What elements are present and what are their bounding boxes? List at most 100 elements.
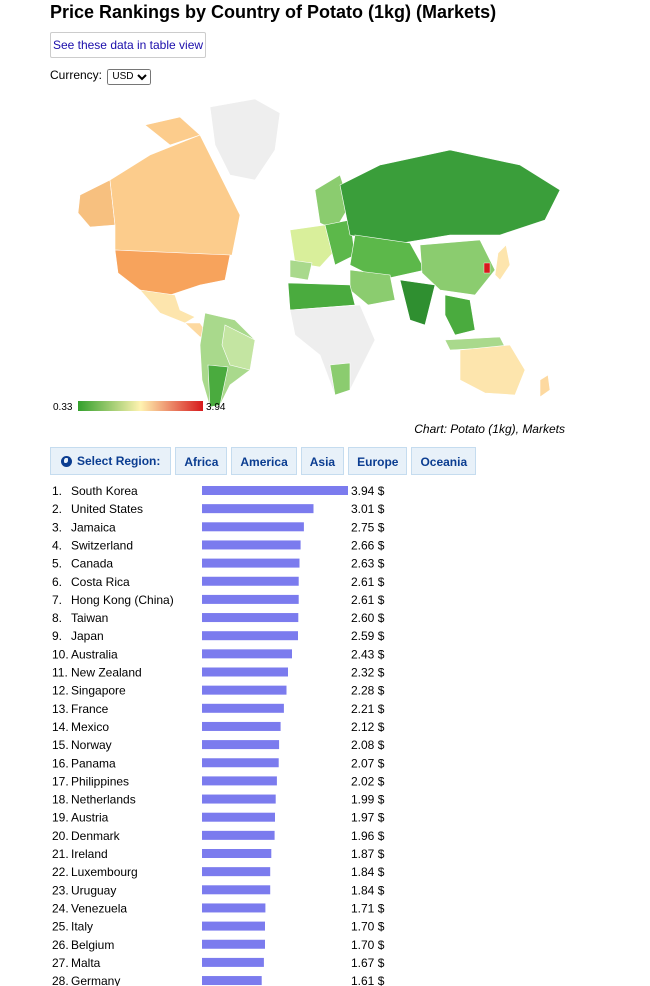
value-label: 2.66 $ bbox=[351, 538, 385, 552]
map-japan[interactable] bbox=[494, 244, 511, 281]
region-oceania-button[interactable]: Oceania bbox=[411, 447, 477, 475]
map-brazil[interactable] bbox=[221, 324, 256, 371]
rank-number: 5. bbox=[52, 557, 62, 571]
map-argentina[interactable] bbox=[207, 364, 229, 408]
value-bar[interactable] bbox=[202, 740, 280, 750]
value-bar[interactable] bbox=[202, 667, 288, 677]
map-middle-east[interactable] bbox=[349, 269, 396, 306]
value-label: 1.71 $ bbox=[351, 901, 385, 915]
country-label: Luxembourg bbox=[71, 865, 138, 879]
select-region-text: Select Region: bbox=[77, 454, 161, 468]
value-label: 1.84 $ bbox=[351, 865, 385, 879]
value-bar[interactable] bbox=[202, 849, 272, 858]
country-label: Venezuela bbox=[71, 901, 127, 915]
value-bar[interactable] bbox=[202, 957, 264, 967]
value-bar[interactable] bbox=[202, 921, 265, 931]
region-asia-button[interactable]: Asia bbox=[300, 447, 345, 475]
value-bar[interactable] bbox=[202, 613, 299, 623]
country-label: Switzerland bbox=[71, 538, 133, 552]
table-view-button[interactable]: See these data in table view bbox=[50, 32, 206, 58]
value-bar[interactable] bbox=[202, 721, 281, 731]
map-china[interactable] bbox=[419, 239, 496, 296]
map-usa[interactable] bbox=[114, 249, 231, 296]
value-label: 2.59 $ bbox=[351, 629, 385, 643]
value-bar[interactable] bbox=[202, 830, 275, 840]
region-europe-button[interactable]: Europe bbox=[348, 447, 408, 475]
map-iberia[interactable] bbox=[289, 259, 313, 281]
country-label: Japan bbox=[71, 629, 104, 643]
country-label: Panama bbox=[71, 756, 116, 770]
value-bar[interactable] bbox=[202, 540, 301, 550]
world-map[interactable]: 0.33 3.94 bbox=[50, 95, 570, 415]
value-bar[interactable] bbox=[202, 903, 266, 913]
value-label: 2.12 $ bbox=[351, 720, 385, 734]
rank-number: 4. bbox=[52, 538, 62, 552]
value-bar[interactable] bbox=[202, 812, 275, 822]
map-russia[interactable] bbox=[339, 149, 561, 246]
region-africa-button[interactable]: Africa bbox=[175, 447, 228, 475]
currency-select[interactable]: USD bbox=[107, 68, 152, 85]
map-southeast-asia[interactable] bbox=[444, 294, 476, 336]
region-america-button[interactable]: America bbox=[231, 447, 297, 475]
map-canada-north[interactable] bbox=[144, 116, 201, 146]
globe-icon bbox=[61, 455, 72, 467]
country-label: Philippines bbox=[71, 774, 129, 788]
value-label: 2.21 $ bbox=[351, 702, 385, 716]
value-label: 2.28 $ bbox=[351, 684, 385, 698]
legend-min: 0.33 bbox=[53, 402, 73, 413]
value-bar[interactable] bbox=[202, 794, 276, 804]
value-bar[interactable] bbox=[202, 867, 271, 877]
country-label: New Zealand bbox=[71, 666, 142, 680]
value-bar[interactable] bbox=[202, 522, 304, 532]
value-bar[interactable] bbox=[202, 486, 348, 495]
rank-number: 21. bbox=[52, 847, 69, 861]
value-label: 2.43 $ bbox=[351, 647, 385, 661]
rank-number: 25. bbox=[52, 920, 69, 934]
value-bar[interactable] bbox=[202, 685, 287, 695]
value-label: 2.08 $ bbox=[351, 738, 385, 752]
value-bar[interactable] bbox=[202, 758, 279, 768]
value-bar[interactable] bbox=[202, 504, 314, 514]
country-label: Mexico bbox=[71, 720, 109, 734]
rank-number: 9. bbox=[52, 629, 62, 643]
value-bar[interactable] bbox=[202, 703, 284, 713]
value-bar[interactable] bbox=[202, 649, 292, 659]
map-alaska[interactable] bbox=[77, 179, 116, 228]
country-label: Denmark bbox=[71, 829, 121, 843]
country-label: Norway bbox=[71, 738, 112, 752]
map-southern-africa[interactable] bbox=[329, 362, 351, 396]
value-bar[interactable] bbox=[202, 776, 277, 786]
map-central-asia[interactable] bbox=[349, 234, 426, 281]
country-label: Australia bbox=[71, 647, 118, 661]
country-label: France bbox=[71, 702, 109, 716]
map-india[interactable] bbox=[399, 279, 436, 326]
value-label: 2.63 $ bbox=[351, 557, 385, 571]
rank-number: 20. bbox=[52, 829, 69, 843]
value-bar[interactable] bbox=[202, 939, 265, 949]
rank-number: 2. bbox=[52, 502, 62, 516]
value-bar[interactable] bbox=[202, 885, 271, 895]
value-label: 2.61 $ bbox=[351, 575, 385, 589]
value-bar[interactable] bbox=[202, 631, 298, 641]
country-label: Belgium bbox=[71, 938, 114, 952]
select-region-label: Select Region: bbox=[50, 447, 172, 475]
map-mexico[interactable] bbox=[139, 289, 196, 324]
legend-max: 3.94 bbox=[206, 402, 226, 413]
map-new-zealand[interactable] bbox=[539, 374, 551, 398]
value-label: 1.84 $ bbox=[351, 883, 385, 897]
value-bar[interactable] bbox=[202, 576, 299, 586]
country-label: Uruguay bbox=[71, 883, 116, 897]
map-greenland[interactable] bbox=[209, 98, 281, 181]
map-north-africa[interactable] bbox=[287, 282, 356, 311]
map-canada[interactable] bbox=[109, 134, 241, 258]
value-label: 1.96 $ bbox=[351, 829, 385, 843]
rank-number: 26. bbox=[52, 938, 69, 952]
map-south-korea[interactable] bbox=[483, 262, 491, 274]
map-australia[interactable] bbox=[459, 344, 526, 396]
legend-gradient bbox=[78, 401, 203, 411]
value-bar[interactable] bbox=[202, 558, 300, 568]
value-bar[interactable] bbox=[202, 976, 262, 986]
value-bar[interactable] bbox=[202, 594, 299, 604]
value-label: 2.60 $ bbox=[351, 611, 385, 625]
rank-number: 15. bbox=[52, 738, 69, 752]
